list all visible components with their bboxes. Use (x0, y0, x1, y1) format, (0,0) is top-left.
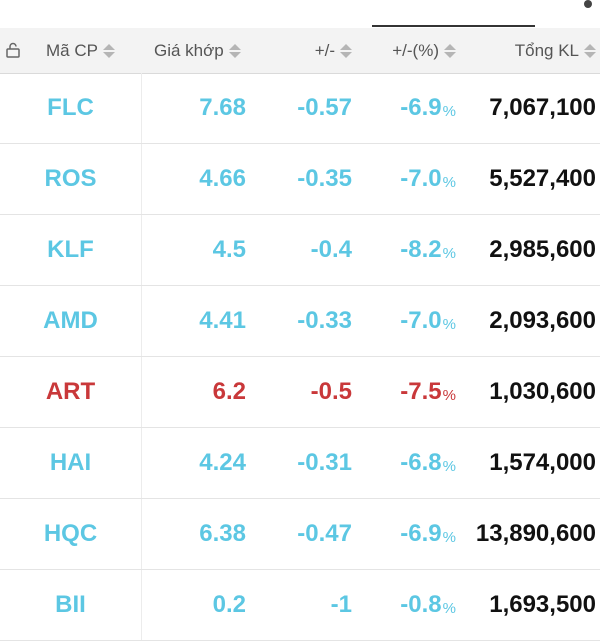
row-volume: 1,693,500 (489, 591, 596, 618)
row-change-pct: -6.8% (352, 428, 456, 498)
row-change: -0.33 (297, 307, 352, 334)
row-change-pct-value: -8.2 (400, 236, 442, 263)
row-price: 4.5 (212, 236, 246, 263)
row-volume: 1,574,000 (489, 449, 596, 476)
tab-bar (0, 0, 600, 29)
row-change-pct-value: -7.5 (400, 378, 442, 405)
row-volume: 7,067,100 (489, 94, 596, 121)
row-change-pct-value: -6.8 (400, 449, 442, 476)
row-symbol[interactable]: AMD (0, 286, 142, 356)
header-volume-label: Tổng KL (514, 40, 579, 60)
header-price[interactable]: Giá khớp (154, 28, 254, 73)
sort-icon (340, 43, 352, 58)
header-change-label: +/- (314, 40, 335, 60)
row-change: -0.35 (297, 165, 352, 192)
table-row[interactable]: ROS 4.66 -0.35 -7.0% 5,527,400 (0, 144, 600, 215)
row-symbol[interactable]: KLF (0, 215, 142, 285)
table-row[interactable]: HAI 4.24 -0.31 -6.8% 1,574,000 (0, 428, 600, 499)
row-volume: 5,527,400 (489, 165, 596, 192)
row-change-pct-value: -0.8 (400, 591, 442, 618)
header-symbol-label: Mã CP (46, 40, 98, 60)
header-volume[interactable]: Tổng KL (490, 28, 596, 73)
row-change: -0.5 (310, 378, 352, 405)
sort-icon (584, 43, 596, 58)
row-pct-sign: % (442, 102, 456, 120)
row-change-pct-value: -7.0 (400, 165, 442, 192)
row-price: 4.66 (199, 165, 246, 192)
row-change-pct-value: -6.9 (400, 520, 442, 547)
row-pct-sign: % (442, 386, 456, 404)
row-symbol[interactable]: ROS (0, 144, 142, 214)
sort-icon (228, 43, 241, 58)
row-volume: 13,890,600 (475, 520, 596, 547)
row-change-pct-value: -7.0 (400, 307, 442, 334)
header-change-pct-label: +/-(%) (392, 40, 439, 60)
header-price-label: Giá khớp (154, 40, 224, 60)
row-change: -0.47 (297, 520, 352, 547)
row-change: -0.57 (297, 94, 352, 121)
row-symbol[interactable]: ART (0, 357, 142, 427)
table-row[interactable]: BII 0.2 -1 -0.8% 1,693,500 (0, 570, 600, 641)
row-volume: 1,030,600 (489, 378, 596, 405)
row-price: 7.68 (199, 94, 246, 121)
row-change-pct: -7.5% (352, 357, 456, 427)
row-pct-sign: % (442, 173, 456, 191)
table-row[interactable]: ART 6.2 -0.5 -7.5% 1,030,600 (0, 357, 600, 428)
more-icon[interactable] (584, 0, 592, 8)
header-change-pct[interactable]: +/-(%) (372, 28, 456, 73)
row-change-pct: -7.0% (352, 144, 456, 214)
row-symbol[interactable]: BII (0, 570, 142, 640)
header-symbol[interactable]: Mã CP (46, 28, 142, 73)
row-pct-sign: % (442, 315, 456, 333)
row-symbol[interactable]: FLC (0, 73, 142, 143)
table-row[interactable]: HQC 6.38 -0.47 -6.9% 13,890,600 (0, 499, 600, 570)
sort-icon (102, 43, 115, 58)
row-price: 4.41 (199, 307, 246, 334)
row-change: -1 (330, 591, 352, 618)
row-pct-sign: % (442, 599, 456, 617)
row-change-pct: -6.9% (352, 499, 456, 569)
row-change: -0.4 (310, 236, 352, 263)
active-tab-indicator (372, 25, 535, 27)
table-row[interactable]: KLF 4.5 -0.4 -8.2% 2,985,600 (0, 215, 600, 286)
row-pct-sign: % (442, 244, 456, 262)
row-volume: 2,093,600 (489, 307, 596, 334)
row-change-pct: -6.9% (352, 73, 456, 143)
row-change-pct: -8.2% (352, 215, 456, 285)
row-change-pct-value: -6.9 (400, 94, 442, 121)
row-symbol[interactable]: HQC (0, 499, 142, 569)
row-pct-sign: % (442, 457, 456, 475)
table-row[interactable]: FLC 7.68 -0.57 -6.9% 7,067,100 (0, 73, 600, 144)
row-change: -0.31 (297, 449, 352, 476)
table-row[interactable]: AMD 4.41 -0.33 -7.0% 2,093,600 (0, 286, 600, 357)
row-volume: 2,985,600 (489, 236, 596, 263)
table-header: Mã CP Giá khớp +/- +/-(%) Tổng KL (0, 28, 600, 74)
stock-table: FLC 7.68 -0.57 -6.9% 7,067,100 ROS 4.66 -0.35 -7… (0, 73, 600, 641)
row-price: 6.38 (199, 520, 246, 547)
row-change-pct: -0.8% (352, 570, 456, 640)
row-price: 0.2 (212, 591, 246, 618)
row-price: 4.24 (199, 449, 246, 476)
row-symbol[interactable]: HAI (0, 428, 142, 498)
header-change[interactable]: +/- (270, 28, 352, 73)
sort-icon (444, 43, 456, 58)
lock-icon[interactable] (6, 42, 20, 58)
row-change-pct: -7.0% (352, 286, 456, 356)
row-price: 6.2 (212, 378, 246, 405)
row-pct-sign: % (442, 528, 456, 546)
